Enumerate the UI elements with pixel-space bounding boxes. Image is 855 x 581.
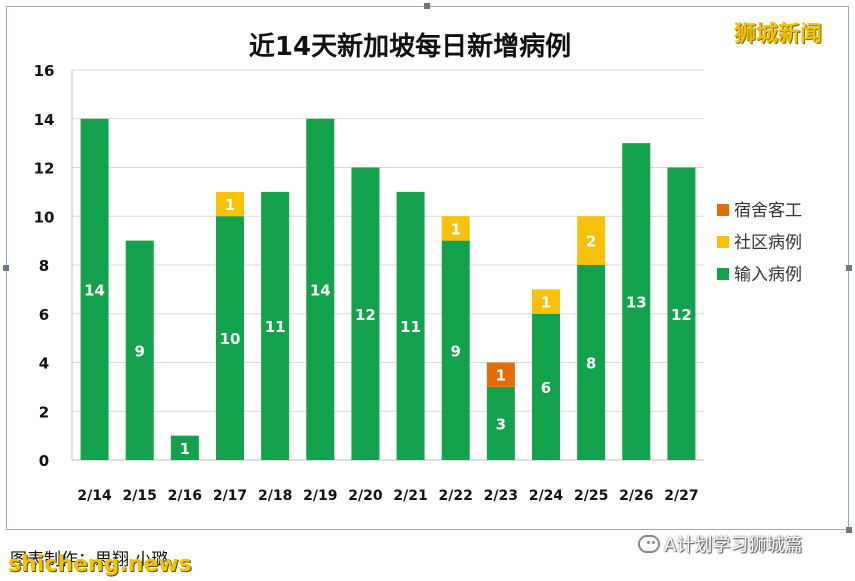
bar-segment: [532, 313, 560, 460]
bar-segment: [622, 143, 651, 460]
legend-swatch: [717, 268, 729, 280]
bar-segment: [441, 216, 470, 241]
watermark-top-right: 狮城新闻: [734, 22, 823, 47]
bar-segment: [216, 216, 244, 460]
x-tick-label: 2/25: [574, 488, 608, 504]
bar-data-label: 1: [496, 367, 506, 385]
resize-handle-left[interactable]: [3, 265, 9, 271]
x-tick-label: 2/20: [348, 488, 383, 504]
bar-data-label: 1: [180, 440, 190, 458]
x-tick-label: 2/21: [393, 488, 427, 504]
bar-data-label: 2: [586, 233, 596, 251]
y-tick-label: 2: [39, 403, 49, 421]
resize-handle-right[interactable]: [846, 265, 852, 271]
bar-data-label: 1: [225, 196, 235, 214]
wechat-account-badge: A计划学习狮城篇: [638, 530, 802, 558]
bar-segment: [532, 289, 560, 314]
bar-segment: [577, 265, 606, 460]
x-tick-label: 2/15: [123, 488, 157, 504]
watermark-bottom-left: shicheng.news: [8, 552, 192, 577]
y-tick-label: 10: [34, 208, 55, 226]
bar-data-label: 11: [265, 318, 286, 336]
bar-segment: [486, 362, 515, 387]
y-tick-label: 8: [39, 257, 49, 275]
x-tick-label: 2/24: [529, 488, 564, 504]
x-tick-label: 2/16: [168, 488, 202, 504]
bar-segment: [667, 167, 696, 460]
y-tick-label: 16: [34, 62, 55, 80]
wechat-icon: [638, 535, 660, 553]
y-tick-label: 0: [39, 452, 49, 470]
x-tick-label: 2/17: [213, 488, 247, 504]
x-tick-label: 2/18: [258, 488, 292, 504]
legend-swatch: [717, 236, 729, 248]
bar-data-label: 1: [541, 294, 551, 312]
bar-data-label: 8: [586, 355, 596, 373]
bar-segment: [170, 435, 199, 460]
bar-data-label: 1: [450, 220, 460, 238]
bar-data-label: 9: [134, 342, 144, 360]
resize-handle-top[interactable]: [424, 3, 430, 9]
y-tick-label: 4: [39, 355, 49, 373]
x-tick-label: 2/19: [303, 488, 337, 504]
x-tick-label: 2/27: [664, 488, 698, 504]
bar-segment: [396, 191, 425, 460]
bar-data-label: 10: [220, 330, 241, 348]
y-tick-label: 6: [39, 306, 49, 324]
y-tick-label: 12: [34, 160, 55, 178]
chart-title: 近14天新加坡每日新增病例: [248, 32, 572, 62]
resize-handle-bottom-right[interactable]: [846, 527, 852, 533]
x-tick-label: 2/14: [77, 488, 112, 504]
bar-data-label: 11: [400, 318, 421, 336]
wechat-account-name: A计划学习狮城篇: [664, 535, 803, 556]
bar-segment: [577, 216, 606, 265]
legend-label: 输入病例: [734, 265, 802, 285]
bar-segment: [125, 240, 154, 460]
bar-segment: [216, 191, 244, 217]
x-tick-label: 2/23: [484, 488, 518, 504]
legend-label: 宿舍客工: [734, 201, 802, 221]
bar-segment: [441, 240, 470, 460]
x-tick-label: 2/26: [619, 488, 653, 504]
bar-data-label: 12: [355, 306, 376, 324]
y-tick-label: 14: [34, 111, 55, 129]
legend-swatch: [717, 204, 729, 216]
bar-data-label: 13: [626, 294, 647, 312]
stacked-bar-chart: 0246810121416142/1492/1512/161012/17112/…: [34, 62, 802, 504]
bar-segment: [306, 118, 335, 460]
bar-data-label: 9: [450, 342, 460, 360]
chart-credit: 图表制作：思翔 小璐: [10, 550, 169, 570]
bar-segment: [261, 191, 290, 460]
bar-segment: [351, 167, 380, 460]
bar-data-label: 6: [541, 379, 551, 397]
legend-label: 社区病例: [734, 233, 802, 253]
bar-data-label: 14: [84, 281, 105, 299]
bar-segment: [80, 118, 109, 460]
bar-data-label: 12: [671, 306, 692, 324]
bar-data-label: 3: [496, 415, 506, 433]
bar-segment: [486, 386, 515, 460]
x-tick-label: 2/22: [439, 488, 473, 504]
bar-data-label: 14: [310, 281, 331, 299]
